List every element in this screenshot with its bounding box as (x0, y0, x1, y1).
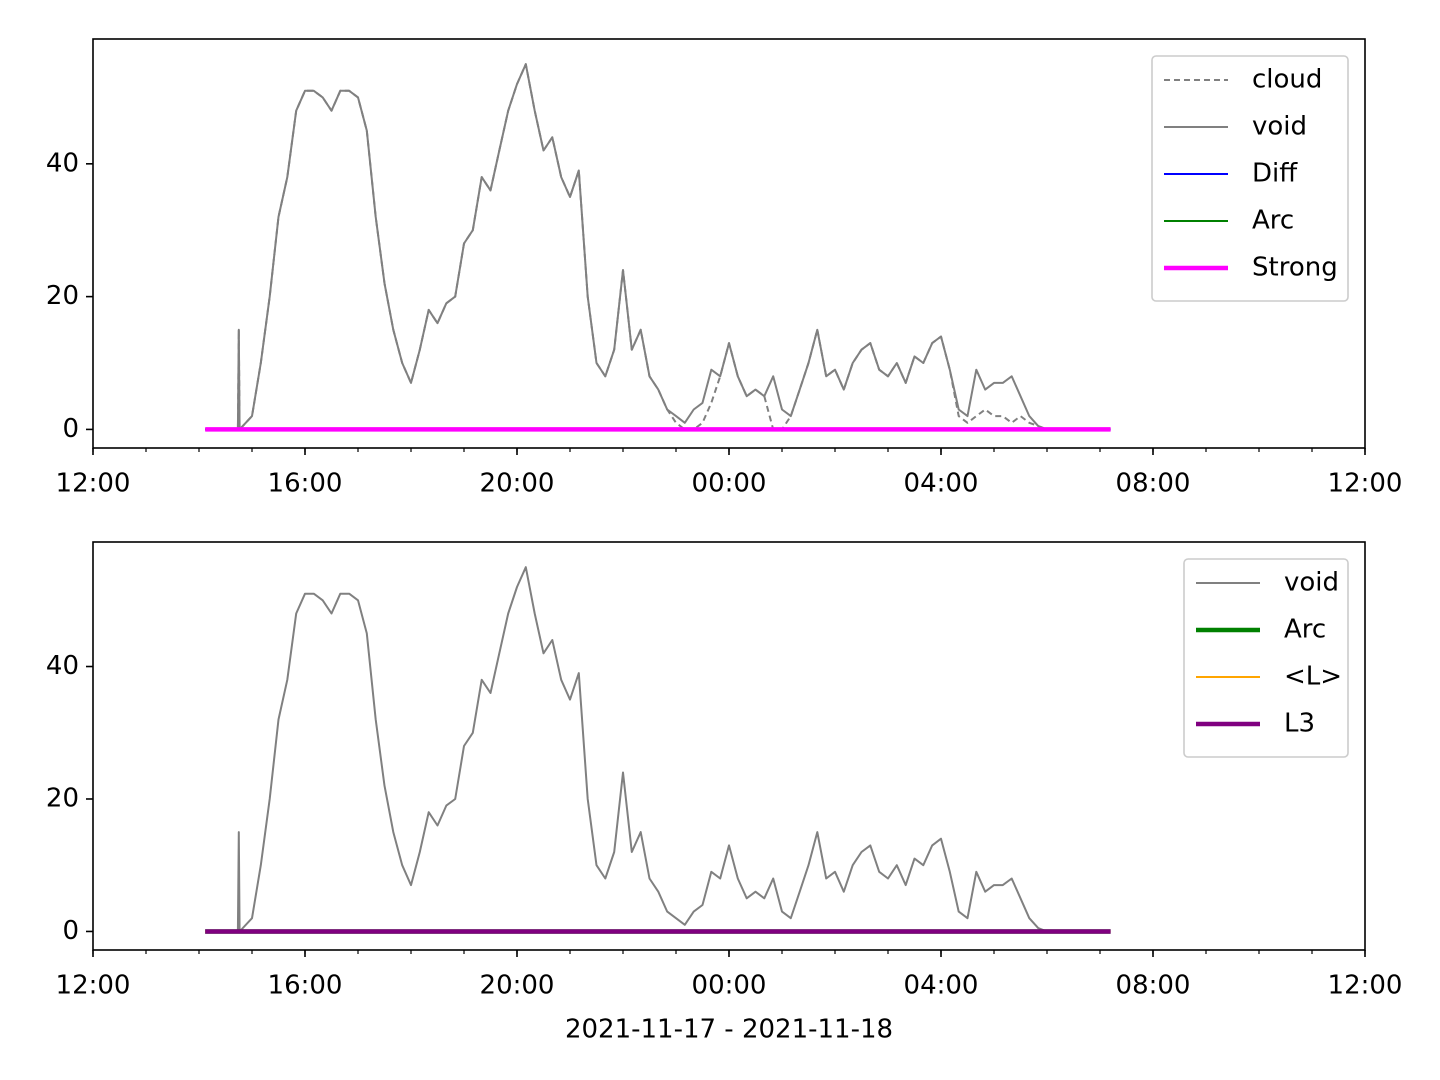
x-tick-label: 12:00 (56, 469, 131, 499)
legend-label: <L> (1284, 662, 1342, 692)
x-axis-label: 2021-11-17 - 2021-11-18 (565, 1015, 893, 1045)
axes-frame (92, 541, 1366, 951)
x-tick-label: 20:00 (480, 971, 555, 1001)
legend-label: void (1252, 112, 1307, 142)
legend-label: L3 (1284, 709, 1315, 739)
x-tick-label: 12:00 (1328, 971, 1403, 1001)
data-line (236, 63, 1048, 431)
x-tick-label: 04:00 (904, 971, 979, 1001)
x-tick-label: 04:00 (904, 469, 979, 499)
data-line (236, 566, 1048, 933)
data-line (236, 63, 1048, 431)
legend-label: Arc (1284, 615, 1326, 645)
x-tick-label: 12:00 (1328, 469, 1403, 499)
x-tick-label: 12:00 (56, 971, 131, 1001)
legend-label: Strong (1252, 253, 1338, 283)
y-tick-label: 0 (62, 916, 79, 946)
legend-label: void (1284, 568, 1339, 598)
legend-box (1183, 558, 1349, 758)
legend-label: Diff (1252, 159, 1298, 189)
legend-label: Arc (1252, 206, 1294, 236)
legend-label: cloud (1252, 65, 1322, 95)
x-tick-label: 08:00 (1116, 469, 1191, 499)
x-tick-label: 20:00 (480, 469, 555, 499)
x-tick-label: 00:00 (692, 971, 767, 1001)
x-tick-label: 00:00 (692, 469, 767, 499)
y-tick-label: 20 (46, 783, 79, 813)
x-tick-label: 08:00 (1116, 971, 1191, 1001)
x-tick-label: 16:00 (268, 971, 343, 1001)
y-tick-label: 0 (62, 414, 79, 444)
y-tick-label: 20 (46, 281, 79, 311)
legend-box (1151, 55, 1349, 302)
x-tick-label: 16:00 (268, 469, 343, 499)
y-tick-label: 40 (46, 651, 79, 681)
y-tick-label: 40 (46, 148, 79, 178)
